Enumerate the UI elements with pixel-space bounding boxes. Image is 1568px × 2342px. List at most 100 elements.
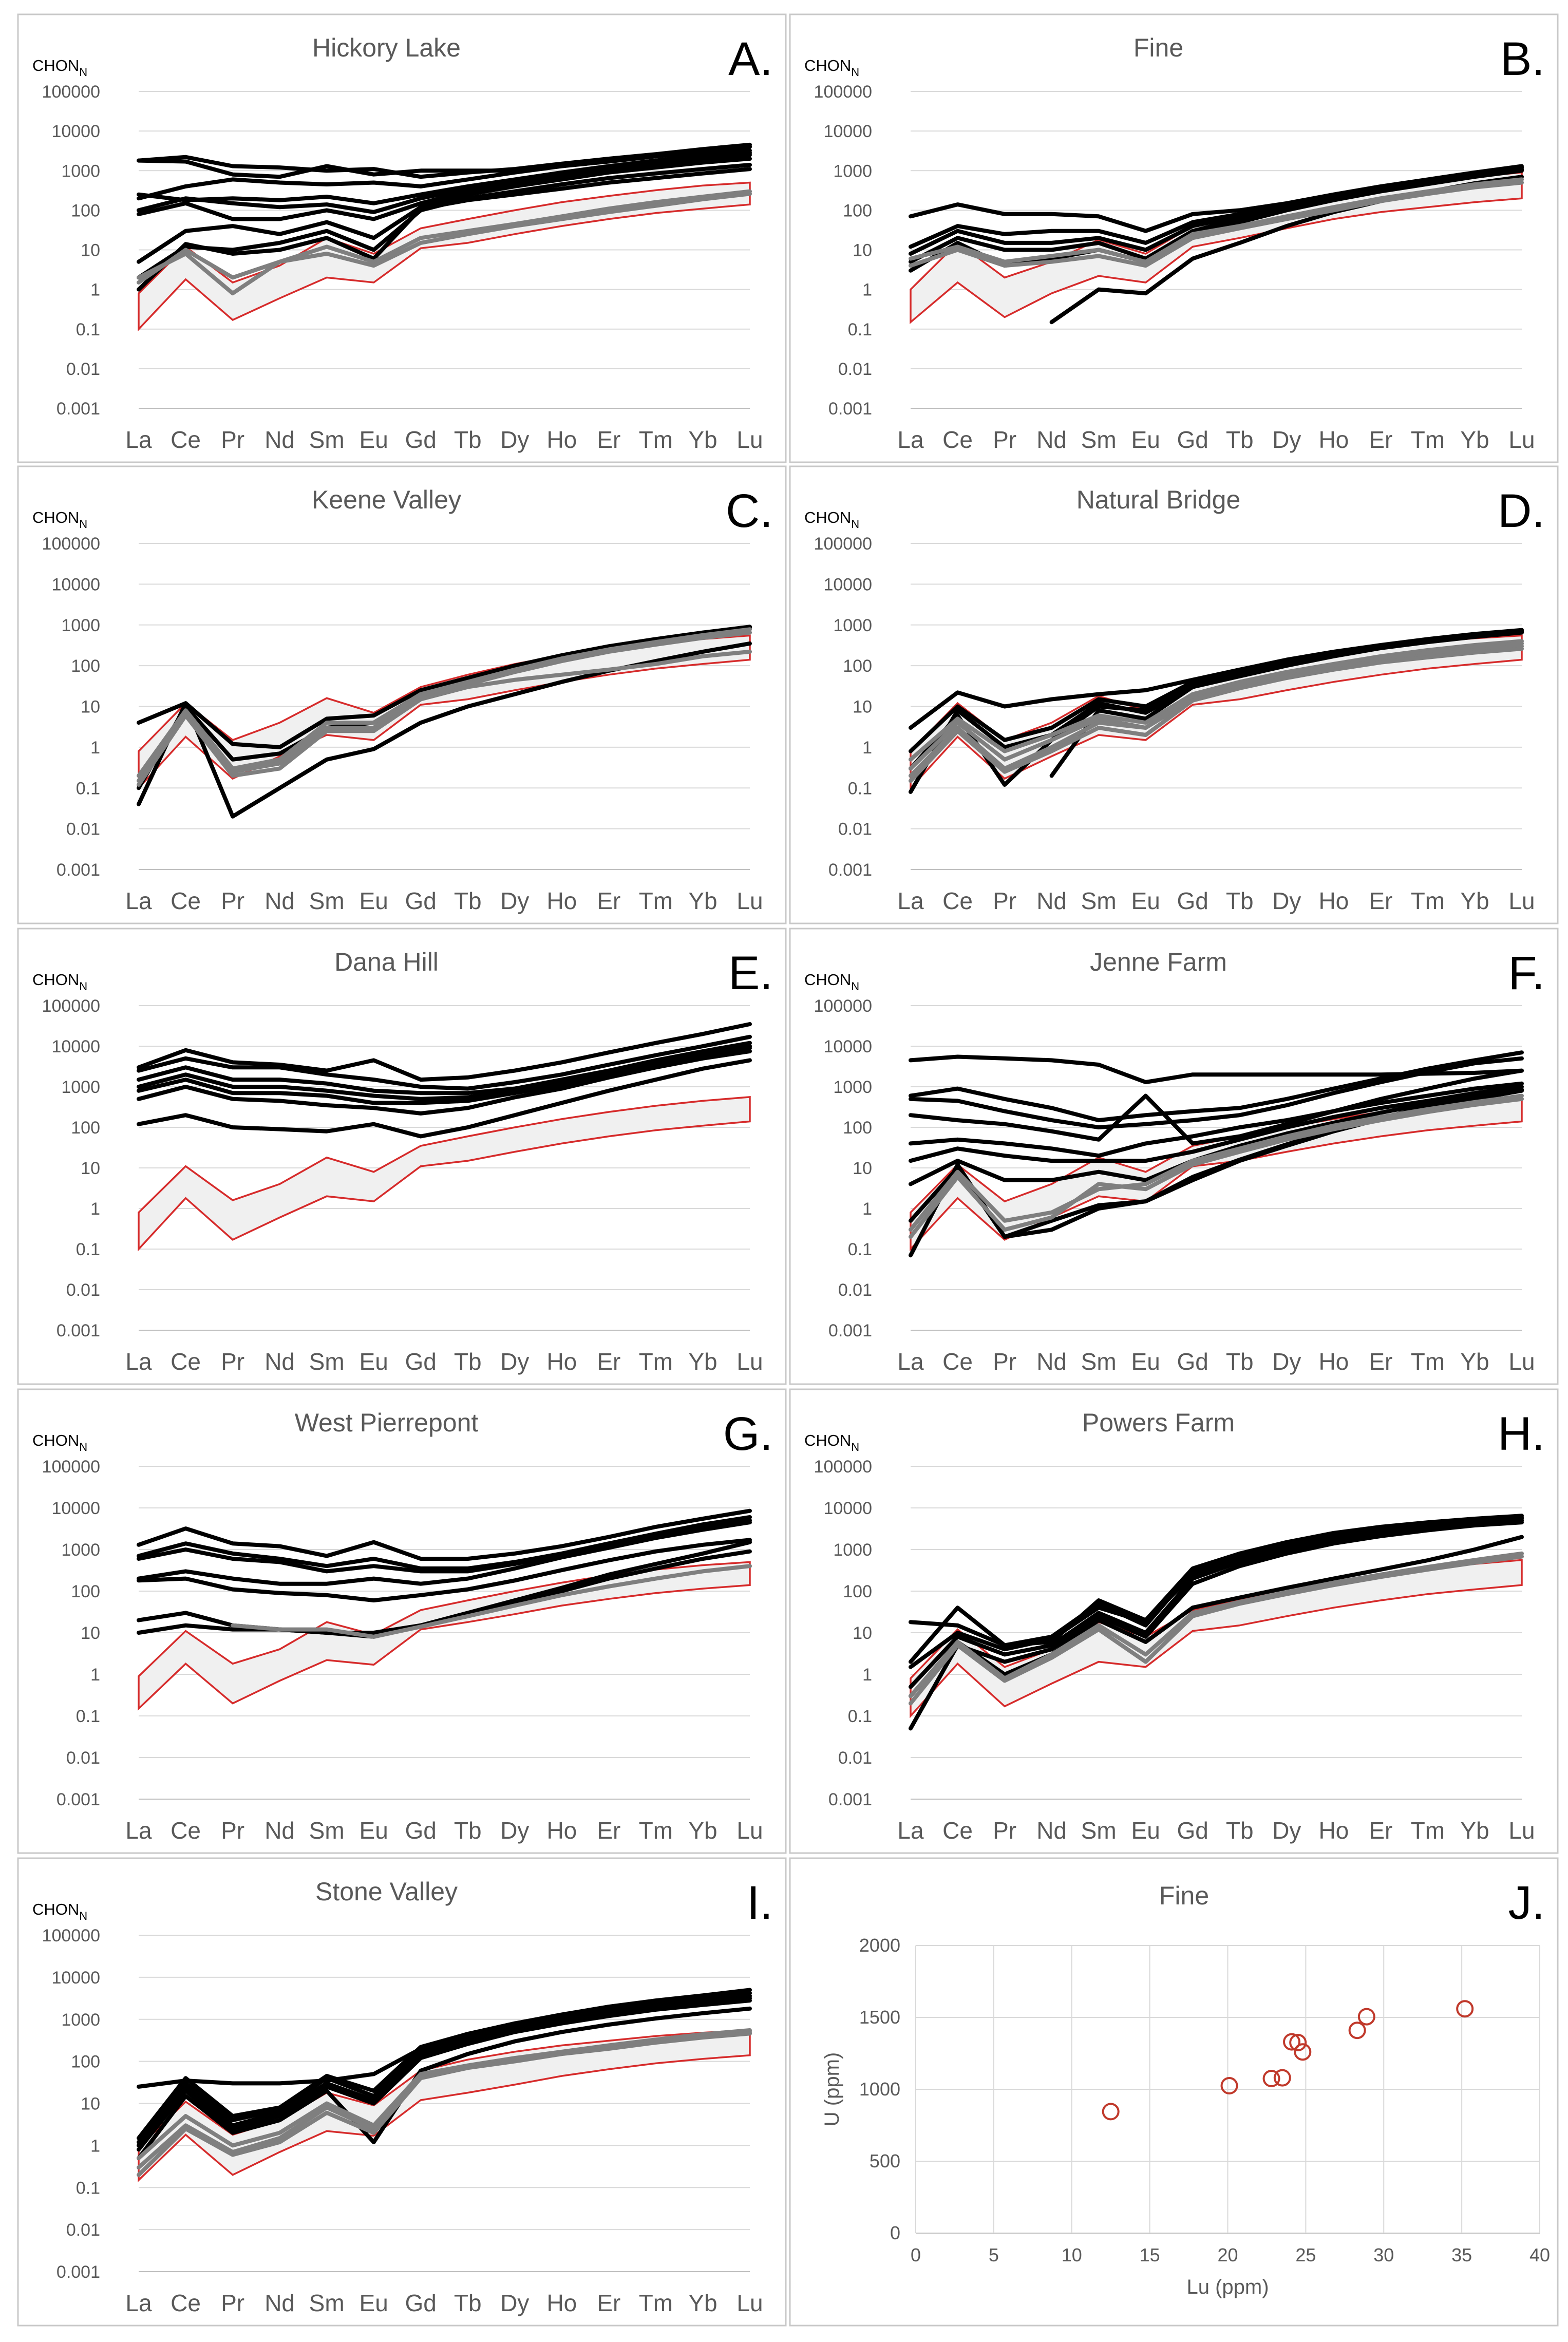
y-tick-label: 1000 [833, 1078, 872, 1097]
y-tick-label: 100000 [42, 534, 100, 554]
y-axis-label-main: CHON [32, 56, 79, 74]
y-tick-label: 10 [853, 1623, 872, 1643]
x-tick-label-gd: Gd [1177, 426, 1208, 453]
y-tick-label: 10 [81, 1623, 100, 1643]
panel-letter: J. [1508, 1877, 1545, 1929]
scatter-point-9 [1357, 2008, 1375, 2026]
x-tick-label: 40 [1529, 2244, 1550, 2265]
y-axis-label: CHONN [804, 1431, 859, 1453]
x-tick-label-dy: Dy [1272, 1817, 1301, 1844]
series-line-gray-4 [909, 647, 1524, 783]
series-line-black-6 [137, 2006, 752, 2160]
x-tick-label-tm: Tm [639, 2290, 673, 2316]
x-tick-label-sm: Sm [309, 887, 345, 914]
y-axis-label-main: CHON [804, 971, 851, 989]
y-tick-label: 10000 [823, 1037, 872, 1056]
x-tick-label-yb: Yb [688, 2290, 717, 2316]
x-tick-label-sm: Sm [309, 1817, 345, 1844]
x-tick-label-lu: Lu [1508, 887, 1535, 914]
x-tick-label-ce: Ce [171, 887, 201, 914]
reference-envelope [138, 1096, 751, 1252]
x-tick-label: 20 [1217, 2244, 1238, 2265]
x-tick-label: 15 [1140, 2244, 1160, 2265]
x-tick-label-ce: Ce [942, 1348, 973, 1375]
scatter-point-8 [1348, 2022, 1366, 2039]
panel-title: West Pierrepont [295, 1408, 479, 1437]
panel-title: Powers Farm [1082, 1408, 1235, 1437]
y-axis-label-main: CHON [32, 971, 79, 989]
series-line-gray-3 [137, 2031, 752, 2177]
x-tick-label-sm: Sm [1081, 887, 1117, 914]
x-tick-label-nd: Nd [265, 2290, 295, 2316]
x-tick-label-nd: Nd [265, 1817, 295, 1844]
y-tick-label: 1 [862, 1665, 872, 1685]
series-line-black-3 [137, 1994, 752, 2144]
y-axis-label-subscript: N [79, 518, 87, 531]
x-tick-label-lu: Lu [1508, 1348, 1535, 1375]
x-tick-label-gd: Gd [1177, 1817, 1208, 1844]
x-tick-label-eu: Eu [360, 1348, 388, 1375]
y-tick-label: 10 [81, 697, 100, 717]
scatter-point-10 [1456, 2000, 1474, 2018]
panel-g: West Pierrepont G.CHONN100000100001000100… [17, 1388, 787, 1854]
x-tick-label-ho: Ho [546, 426, 577, 453]
y-tick-label: 0.001 [828, 399, 872, 419]
x-tick-label-tm: Tm [639, 887, 673, 914]
y-tick-label: 100 [843, 1582, 872, 1601]
series-line-black-3 [137, 641, 752, 819]
x-tick-label-ho: Ho [1318, 1817, 1349, 1844]
y-tick-label: 0.001 [828, 1790, 872, 1809]
panel-frame [17, 465, 787, 924]
x-tick-label-er: Er [1369, 887, 1392, 914]
x-tick-label-dy: Dy [500, 1348, 529, 1375]
y-tick-label: 100000 [814, 82, 872, 102]
x-tick-label-sm: Sm [309, 1348, 345, 1375]
series-line-black-6 [909, 1085, 1524, 1163]
x-tick-label-tb: Tb [1226, 1348, 1254, 1375]
panel-title: Fine [1159, 1881, 1209, 1910]
x-tick-label: 30 [1373, 2244, 1394, 2265]
x-tick-label-tm: Tm [1411, 1817, 1445, 1844]
x-tick-label-er: Er [1369, 426, 1392, 453]
panel-letter: A. [728, 33, 773, 85]
x-tick-label-yb: Yb [688, 887, 717, 914]
series-line-black-7 [137, 1058, 752, 1139]
y-axis-label-subscript: N [851, 980, 859, 993]
x-tick-label-nd: Nd [265, 426, 295, 453]
y-tick-label: 0 [890, 2222, 900, 2243]
y-tick-label: 100 [843, 656, 872, 676]
reference-envelope [138, 2029, 751, 2182]
y-tick-label: 100000 [814, 534, 872, 554]
x-tick-label-ce: Ce [171, 426, 201, 453]
x-tick-label-la: La [897, 887, 924, 914]
x-tick-label-ho: Ho [1318, 887, 1349, 914]
series-line-gray-2 [909, 641, 1524, 771]
series-line-gray-1 [909, 1093, 1524, 1232]
x-tick-label-tm: Tm [1411, 887, 1445, 914]
y-axis-label: CHONN [804, 971, 859, 993]
x-tick-label-pr: Pr [221, 426, 244, 453]
y-tick-label: 1000 [833, 1540, 872, 1560]
y-tick-label: 1 [90, 738, 100, 758]
x-tick-label-er: Er [597, 1817, 620, 1844]
x-tick-label-gd: Gd [1177, 1348, 1208, 1375]
y-tick-label: 1 [862, 280, 872, 300]
x-tick-label-nd: Nd [1036, 426, 1067, 453]
y-tick-label: 1 [90, 280, 100, 300]
x-tick-label-dy: Dy [500, 1817, 529, 1844]
series-line-black-5 [137, 1046, 752, 1105]
panel-letter: D. [1498, 485, 1545, 537]
x-tick-label: 5 [989, 2244, 999, 2265]
panel-a: Hickory Lake A. CHONN 100000 10000 1000 100 10 1… [17, 13, 787, 463]
x-tick-label-tb: Tb [454, 1348, 482, 1375]
scatter-point-5 [1283, 2033, 1301, 2051]
y-tick-label: 1000 [61, 161, 100, 181]
x-tick-label-tm: Tm [639, 1348, 673, 1375]
y-tick-label: 0.001 [56, 2262, 100, 2282]
x-tick-label-ce: Ce [171, 1817, 201, 1844]
y-tick-label: 100 [843, 201, 872, 220]
series-line-gray-1 [231, 1564, 752, 1639]
x-tick-label-sm: Sm [309, 426, 345, 453]
panel-letter: H. [1498, 1408, 1545, 1460]
series-line-black-6 [137, 1049, 752, 1116]
